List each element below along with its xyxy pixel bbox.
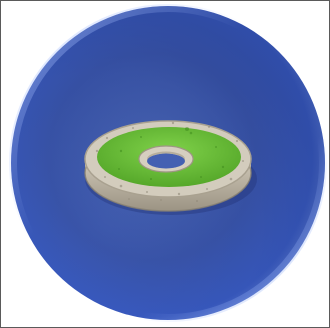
sphere-rim-highlight [9, 4, 327, 322]
ring-hole-inner-wall [147, 151, 185, 161]
ring-stone-side [85, 159, 251, 211]
grass-texture [118, 127, 225, 181]
ring-hole [147, 153, 185, 169]
stone-texture [95, 121, 244, 202]
